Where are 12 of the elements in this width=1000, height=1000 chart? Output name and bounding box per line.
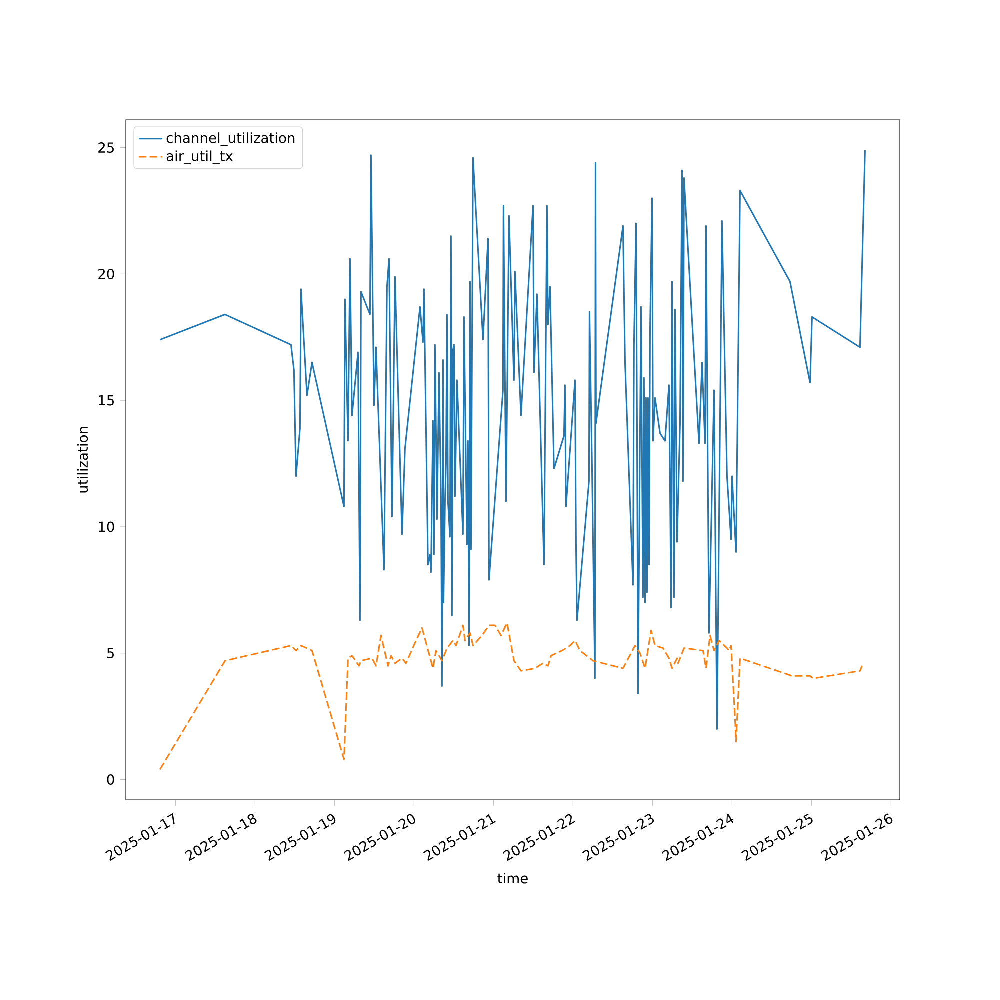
y-tick-label: 5 bbox=[107, 648, 114, 659]
legend-label: channel_utilization bbox=[166, 132, 295, 146]
y-axis-title: utilization bbox=[77, 427, 88, 493]
line-series bbox=[159, 150, 866, 730]
line-series bbox=[159, 622, 863, 770]
y-tick-label: 20 bbox=[98, 268, 114, 280]
x-axis-title: time bbox=[498, 873, 528, 884]
y-tick-label: 0 bbox=[107, 774, 114, 786]
y-tick-label: 10 bbox=[99, 522, 114, 532]
y-tick-label: 25 bbox=[98, 142, 114, 154]
y-tick-label: 15 bbox=[99, 395, 114, 406]
legend-label: air_util_tx bbox=[166, 150, 233, 164]
